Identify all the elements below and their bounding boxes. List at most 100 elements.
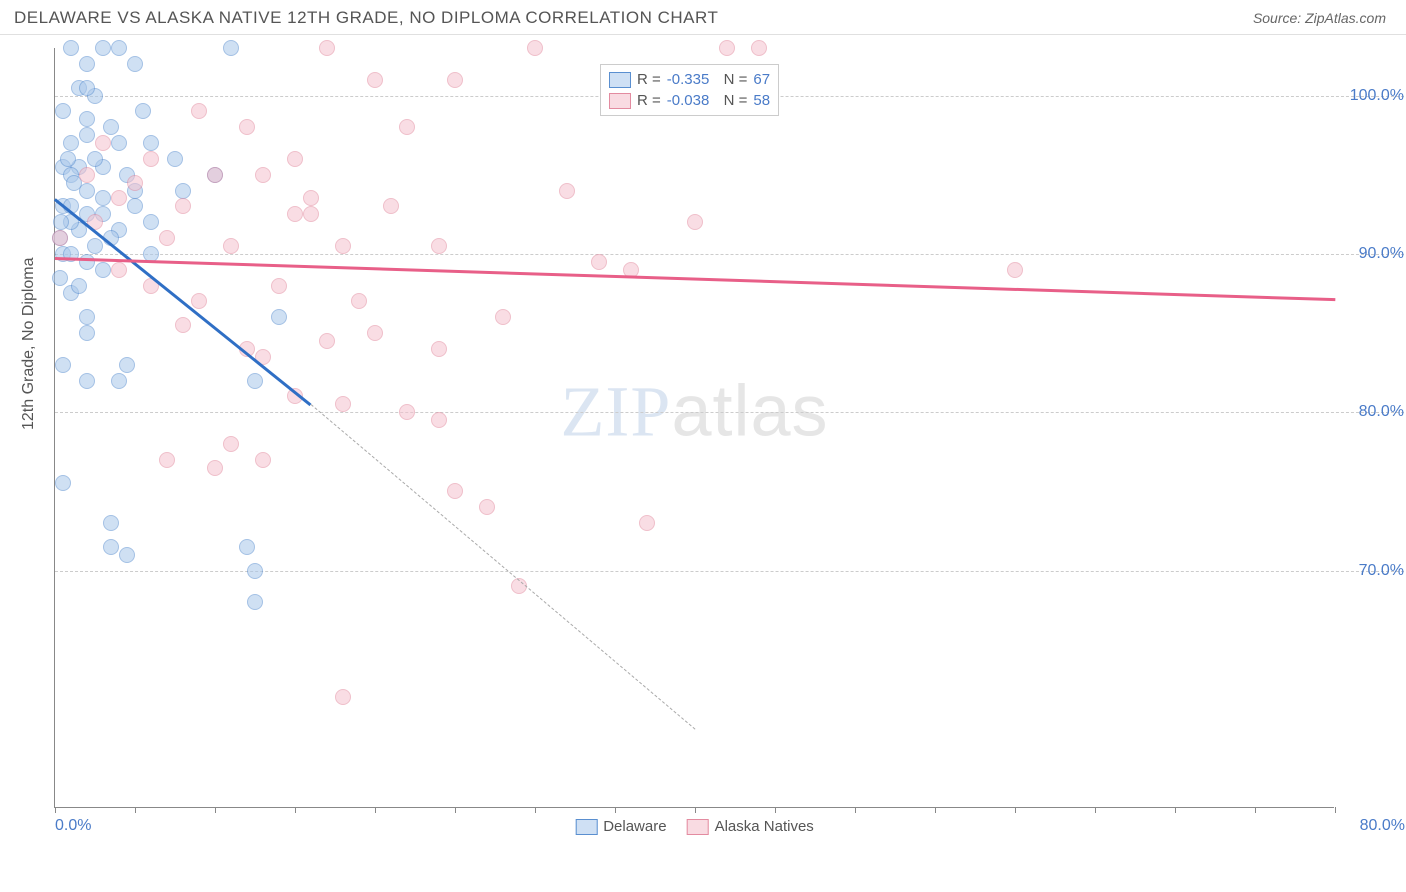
- data-point: [335, 396, 351, 412]
- data-point: [383, 198, 399, 214]
- stats-legend-row: R = -0.335 N = 67: [609, 69, 770, 90]
- data-point: [175, 183, 191, 199]
- source-attribution: Source: ZipAtlas.com: [1253, 10, 1386, 26]
- data-point: [111, 135, 127, 151]
- data-point: [60, 151, 76, 167]
- data-point: [127, 198, 143, 214]
- x-tick-mark: [295, 807, 296, 813]
- data-point: [287, 151, 303, 167]
- data-point: [127, 56, 143, 72]
- data-point: [399, 404, 415, 420]
- data-point: [119, 357, 135, 373]
- x-tick-mark: [375, 807, 376, 813]
- data-point: [143, 214, 159, 230]
- legend-swatch: [575, 819, 597, 835]
- source-prefix: Source:: [1253, 10, 1305, 26]
- x-tick-mark: [215, 807, 216, 813]
- data-point: [431, 341, 447, 357]
- y-tick-label: 80.0%: [1339, 403, 1404, 421]
- legend-r-value: -0.038: [667, 92, 710, 109]
- data-point: [223, 436, 239, 452]
- data-point: [247, 594, 263, 610]
- legend-r-label: R =: [637, 71, 661, 88]
- data-point: [53, 214, 69, 230]
- data-point: [71, 278, 87, 294]
- series-legend-item: Alaska Natives: [687, 818, 814, 835]
- gridline: [55, 412, 1404, 413]
- y-tick-label: 100.0%: [1339, 87, 1404, 105]
- x-tick-mark: [1015, 807, 1016, 813]
- y-tick-label: 90.0%: [1339, 245, 1404, 263]
- data-point: [399, 119, 415, 135]
- data-point: [143, 135, 159, 151]
- legend-swatch: [609, 93, 631, 109]
- data-point: [447, 483, 463, 499]
- data-point: [111, 40, 127, 56]
- data-point: [351, 293, 367, 309]
- legend-n-value: 67: [753, 71, 770, 88]
- series-name: Delaware: [603, 818, 666, 835]
- data-point: [95, 40, 111, 56]
- data-point: [79, 325, 95, 341]
- data-point: [79, 111, 95, 127]
- data-point: [479, 499, 495, 515]
- data-point: [175, 317, 191, 333]
- x-tick-mark: [695, 807, 696, 813]
- data-point: [239, 539, 255, 555]
- data-point: [103, 119, 119, 135]
- data-point: [159, 452, 175, 468]
- legend-n-label: N =: [715, 92, 747, 109]
- trend-line: [55, 257, 1335, 301]
- data-point: [79, 127, 95, 143]
- data-point: [55, 475, 71, 491]
- data-point: [319, 40, 335, 56]
- data-point: [1007, 262, 1023, 278]
- stats-legend-row: R = -0.038 N = 58: [609, 90, 770, 111]
- data-point: [191, 103, 207, 119]
- data-point: [255, 167, 271, 183]
- series-legend: Delaware Alaska Natives: [575, 818, 814, 835]
- data-point: [431, 412, 447, 428]
- source-name: ZipAtlas.com: [1305, 10, 1386, 26]
- data-point: [55, 103, 71, 119]
- data-point: [687, 214, 703, 230]
- data-point: [111, 373, 127, 389]
- trend-line: [311, 404, 696, 729]
- data-point: [207, 460, 223, 476]
- data-point: [103, 515, 119, 531]
- data-point: [319, 333, 335, 349]
- x-tick-mark: [1175, 807, 1176, 813]
- x-tick-label: 0.0%: [55, 817, 91, 835]
- data-point: [335, 238, 351, 254]
- y-axis-label: 12th Grade, No Diploma: [20, 257, 38, 430]
- data-point: [79, 167, 95, 183]
- data-point: [191, 293, 207, 309]
- x-tick-mark: [135, 807, 136, 813]
- data-point: [303, 190, 319, 206]
- data-point: [335, 689, 351, 705]
- chart-plot-area: ZIPatlas 70.0%80.0%90.0%100.0%0.0%80.0%R…: [54, 48, 1334, 808]
- x-tick-mark: [1095, 807, 1096, 813]
- legend-n-label: N =: [715, 71, 747, 88]
- x-tick-mark: [935, 807, 936, 813]
- legend-r-label: R =: [637, 92, 661, 109]
- series-legend-item: Delaware: [575, 818, 666, 835]
- plot-region: ZIPatlas 70.0%80.0%90.0%100.0%0.0%80.0%R…: [54, 48, 1334, 808]
- data-point: [79, 80, 95, 96]
- legend-swatch: [687, 819, 709, 835]
- chart-header: DELAWARE VS ALASKA NATIVE 12TH GRADE, NO…: [0, 0, 1406, 35]
- data-point: [247, 373, 263, 389]
- data-point: [111, 190, 127, 206]
- series-name: Alaska Natives: [715, 818, 814, 835]
- data-point: [495, 309, 511, 325]
- data-point: [87, 151, 103, 167]
- data-point: [751, 40, 767, 56]
- data-point: [287, 206, 303, 222]
- data-point: [271, 278, 287, 294]
- data-point: [367, 325, 383, 341]
- data-point: [591, 254, 607, 270]
- data-point: [367, 72, 383, 88]
- stats-legend: R = -0.335 N = 67R = -0.038 N = 58: [600, 64, 779, 116]
- y-tick-label: 70.0%: [1339, 562, 1404, 580]
- data-point: [143, 151, 159, 167]
